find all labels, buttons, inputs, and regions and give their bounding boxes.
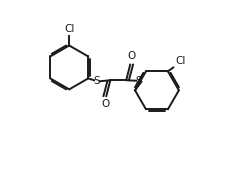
Text: Cl: Cl [175, 56, 185, 66]
Text: O: O [101, 99, 109, 109]
Text: S: S [93, 76, 100, 86]
Text: Cl: Cl [64, 24, 74, 34]
Text: S: S [135, 76, 142, 86]
Text: O: O [126, 51, 135, 61]
